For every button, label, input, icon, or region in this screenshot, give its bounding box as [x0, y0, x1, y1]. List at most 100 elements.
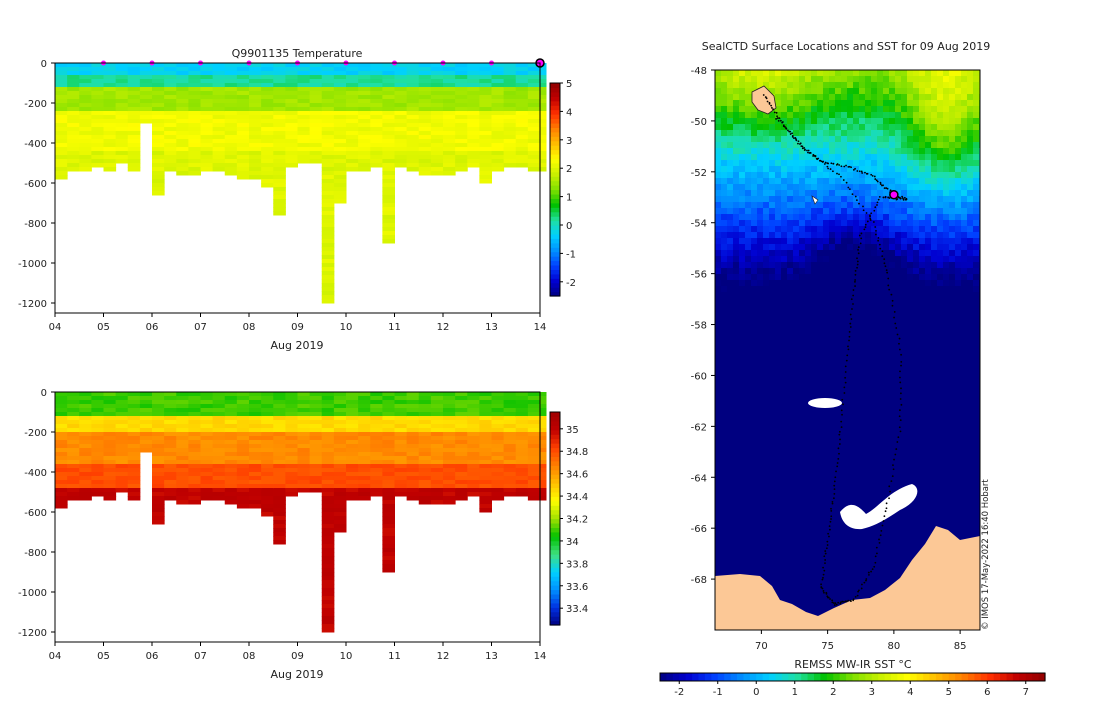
profile-cell [431, 111, 444, 116]
sst-cell [829, 328, 835, 334]
profile-cell [67, 151, 80, 156]
sst-cell [745, 178, 751, 184]
sst-cell [781, 136, 787, 142]
sst-cell [973, 292, 979, 298]
profile-cell [152, 436, 165, 441]
profile-cell [249, 103, 262, 108]
sst-cell [973, 238, 979, 244]
profile-cell [225, 496, 238, 501]
profile-cell [322, 404, 335, 409]
profile-cell [540, 488, 547, 493]
profile-cell [140, 440, 153, 445]
profile-cell [334, 115, 347, 120]
profile-cell [79, 63, 92, 68]
profile-cell [79, 79, 92, 84]
profile-cell [237, 408, 250, 413]
sst-cell [733, 280, 739, 286]
profile-cell [504, 464, 517, 469]
profile-cell [455, 91, 468, 96]
colorbar-swatch [550, 496, 560, 501]
profile-cell [528, 448, 541, 453]
sst-cell [763, 142, 769, 148]
profile-cell [443, 143, 456, 148]
sst-cell [889, 226, 895, 232]
sst-cell [757, 178, 763, 184]
sst-cell [793, 334, 799, 340]
profile-cell [540, 424, 547, 429]
profile-cell [528, 151, 541, 156]
profile-cell [346, 91, 359, 96]
profile-cell [516, 115, 529, 120]
profile-cell [201, 488, 214, 493]
sst-cell [961, 190, 967, 196]
sst-cell [793, 274, 799, 280]
sst-cell [733, 124, 739, 130]
profile-cell [91, 468, 104, 473]
profile-cell [479, 123, 492, 128]
profile-cell [407, 460, 420, 465]
colorbar-swatch [550, 492, 560, 497]
sst-cell [883, 268, 889, 274]
profile-cell [407, 476, 420, 481]
sst-cell [811, 106, 817, 112]
profile-cell [104, 464, 117, 469]
sst-cell [823, 232, 829, 238]
sst-cell [715, 232, 721, 238]
sst-cell [865, 178, 871, 184]
profile-cell [285, 75, 298, 80]
profile-cell [310, 71, 323, 76]
profile-cell [176, 83, 189, 88]
profile-cell [322, 496, 335, 501]
sst-cell [727, 262, 733, 268]
profile-cell [79, 464, 92, 469]
sst-cell [925, 160, 931, 166]
sst-cell [721, 250, 727, 256]
sst-cell [823, 70, 829, 76]
sst-cell [835, 304, 841, 310]
profile-cell [443, 404, 456, 409]
profile-cell [273, 91, 286, 96]
profile-cell [225, 131, 238, 136]
sst-cell [733, 94, 739, 100]
profile-cell [504, 115, 517, 120]
sst-cell [865, 280, 871, 286]
sst-cell [967, 160, 973, 166]
sst-cell [895, 202, 901, 208]
profile-cell [334, 79, 347, 84]
sst-cell [955, 232, 961, 238]
sst-cell [715, 316, 721, 322]
sst-cell [907, 244, 913, 250]
sst-cell [817, 106, 823, 112]
sst-cell [865, 142, 871, 148]
profile-cell [382, 223, 395, 228]
profile-cell [176, 127, 189, 132]
profile-cell [249, 484, 262, 489]
profile-cell [116, 103, 129, 108]
sst-cell [841, 82, 847, 88]
profile-cell [334, 123, 347, 128]
profile-cell [188, 464, 201, 469]
sst-cell [799, 130, 805, 136]
profile-cell [516, 460, 529, 465]
profile-cell [201, 131, 214, 136]
sst-cell [943, 358, 949, 364]
sst-cell [751, 130, 757, 136]
sst-cell [739, 112, 745, 118]
profile-cell [334, 95, 347, 100]
sst-cell [727, 358, 733, 364]
profile-cell [128, 83, 141, 88]
profile-cell [225, 408, 238, 413]
sst-cell [829, 364, 835, 370]
profile-cell [419, 163, 432, 168]
profile-cell [128, 468, 141, 473]
profile-cell [467, 135, 480, 140]
sst-cell [751, 148, 757, 154]
sst-cell [811, 304, 817, 310]
profile-cell [358, 436, 371, 441]
colorbar-tick-label: 33.8 [566, 559, 588, 570]
sst-cell [727, 346, 733, 352]
sst-cell [733, 316, 739, 322]
sst-cell [967, 304, 973, 310]
sst-cell [949, 262, 955, 268]
sst-cell [817, 130, 823, 136]
